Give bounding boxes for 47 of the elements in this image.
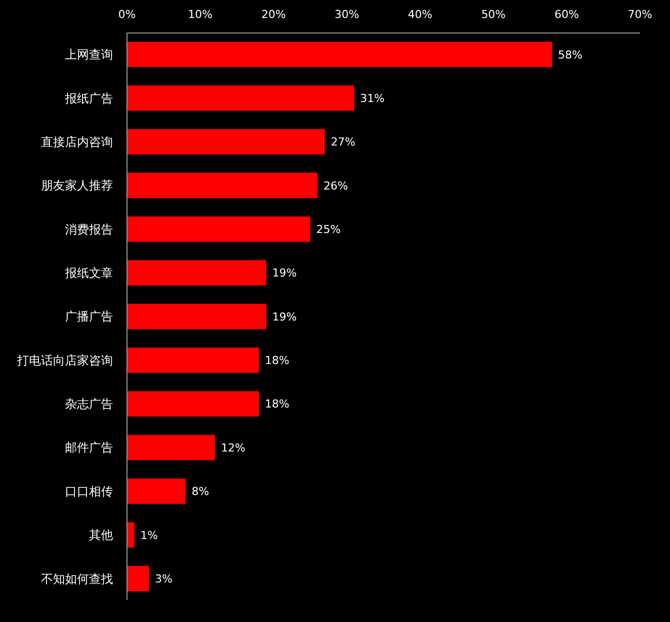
bar <box>127 85 354 111</box>
bar <box>127 391 259 417</box>
bar <box>127 434 215 460</box>
bar <box>127 478 186 504</box>
data-label: 12% <box>220 441 246 454</box>
bar <box>127 172 318 198</box>
data-label: 1% <box>140 528 158 542</box>
bar <box>127 304 266 330</box>
x-tick-label: 60% <box>554 8 579 21</box>
y-tick-label: 朋友家人推荐 <box>41 178 113 193</box>
data-label: 31% <box>360 92 385 105</box>
x-tick-label: 50% <box>481 8 506 21</box>
y-tick-label: 报纸文章 <box>64 266 113 280</box>
y-tick-label: 报纸广告 <box>64 91 113 106</box>
y-tick-label: 上网查询 <box>65 48 113 62</box>
x-tick-label: 20% <box>261 8 286 21</box>
x-tick-label: 0% <box>118 8 136 21</box>
data-label: 19% <box>272 310 297 324</box>
y-tick-label: 杂志广告 <box>65 397 113 412</box>
bar <box>127 566 149 592</box>
bar <box>127 522 134 548</box>
y-tick-label: 不知如何查找 <box>41 572 113 586</box>
x-tick-label: 40% <box>408 8 432 21</box>
data-label: 18% <box>264 398 290 411</box>
y-tick-label: 口口相传 <box>65 484 113 498</box>
data-label: 18% <box>264 354 290 368</box>
y-tick-label: 打电话向店家咨询 <box>16 353 113 368</box>
y-tick-label: 邮件广告 <box>65 440 113 455</box>
bar <box>127 348 259 373</box>
bar <box>127 42 552 68</box>
data-label: 3% <box>154 572 172 586</box>
x-tick-label: 10% <box>188 8 213 21</box>
y-tick-label: 直接店内咨询 <box>41 134 113 149</box>
data-label: 27% <box>330 136 356 149</box>
data-label: 58% <box>558 48 583 62</box>
data-label: 26% <box>324 179 348 192</box>
y-tick-label: 其他 <box>89 528 113 542</box>
bar <box>127 129 325 154</box>
data-label: 25% <box>316 222 341 236</box>
y-tick-label: 消费报告 <box>65 222 113 236</box>
bar <box>127 216 310 242</box>
x-tick-label: 30% <box>334 8 360 21</box>
data-label: 8% <box>192 485 210 498</box>
x-tick-label: 70% <box>628 8 652 21</box>
y-tick-label: 广播广告 <box>65 310 113 324</box>
data-label: 19% <box>272 266 297 280</box>
bar <box>127 260 266 286</box>
